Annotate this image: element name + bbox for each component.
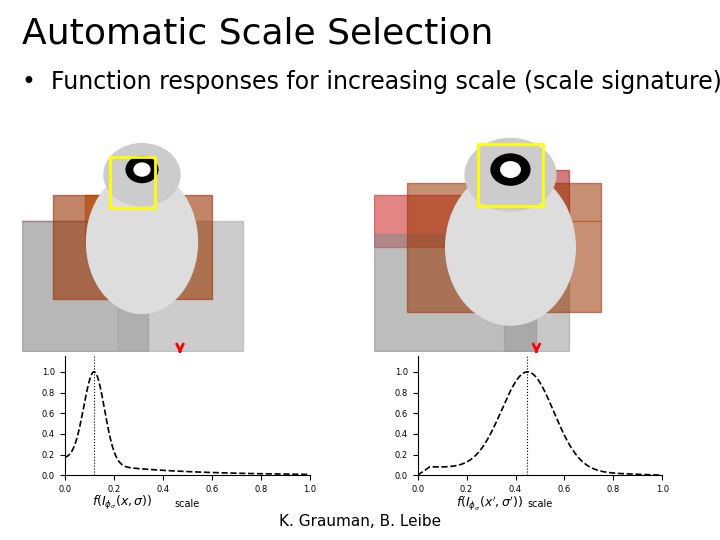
Text: •  Function responses for increasing scale (scale signature): • Function responses for increasing scal…	[22, 70, 720, 94]
Circle shape	[104, 144, 180, 206]
Text: $f(I_{\phi_{\sigma}}(x',\sigma'))$: $f(I_{\phi_{\sigma}}(x',\sigma'))$	[456, 494, 523, 512]
Bar	[478, 144, 543, 206]
X-axis label: scale: scale	[527, 500, 553, 509]
X-axis label: scale: scale	[174, 500, 200, 509]
Circle shape	[126, 157, 158, 183]
Text: K. Grauman, B. Leibe: K. Grauman, B. Leibe	[279, 514, 441, 529]
Ellipse shape	[446, 170, 575, 325]
Circle shape	[501, 162, 521, 177]
Circle shape	[465, 138, 556, 211]
Text: Automatic Scale Selection: Automatic Scale Selection	[22, 16, 493, 50]
Text: $f(I_{\phi_{\sigma}}(x,\sigma))$: $f(I_{\phi_{\sigma}}(x,\sigma))$	[92, 494, 153, 512]
Ellipse shape	[86, 171, 197, 313]
Bar	[110, 157, 155, 208]
Circle shape	[491, 154, 530, 185]
Circle shape	[134, 163, 150, 176]
